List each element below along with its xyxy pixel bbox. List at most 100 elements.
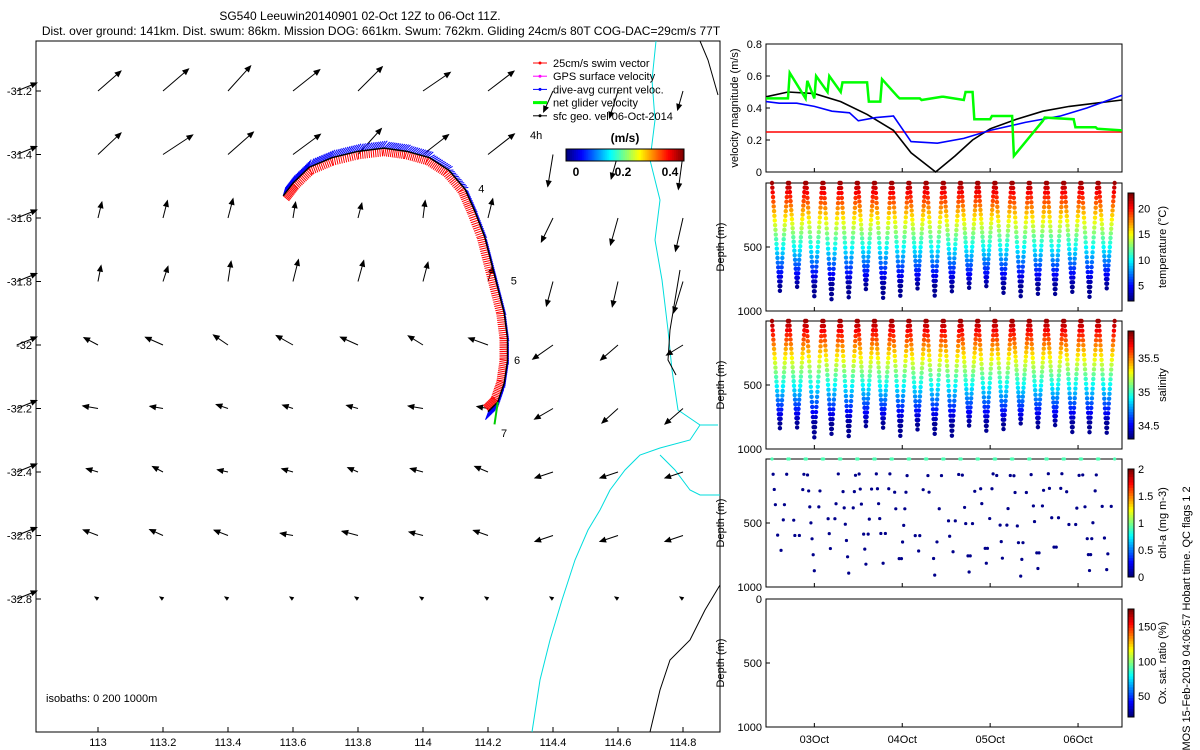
chla-sample [856, 457, 860, 461]
salinity-colorbar-cell [1128, 368, 1134, 372]
salinity-sample [984, 428, 989, 433]
salinity-sample [823, 348, 828, 353]
temperature-sample [1080, 190, 1085, 196]
chla-sample [957, 472, 961, 477]
salinity-sample [947, 398, 952, 403]
salinity-sample [855, 318, 861, 324]
salinity-sample [984, 418, 990, 424]
chla-sample [771, 472, 775, 476]
salinity-sample [954, 368, 959, 374]
chla-colorbar-cell [1128, 509, 1134, 513]
temperature-colorbar-cell [1128, 287, 1134, 291]
temperature-sample [928, 229, 933, 235]
salinity-sample [834, 353, 840, 358]
temperature-sample [829, 296, 834, 302]
temperature-sample [978, 207, 983, 213]
chla-ytick-label: 500 [744, 518, 762, 530]
chla-sample [953, 519, 957, 523]
temperature-sample [1071, 275, 1076, 280]
geo-velocity-vector [346, 467, 359, 473]
temperature-sample [1100, 226, 1105, 231]
colorbar-cell [567, 149, 571, 161]
salinity-sample [1045, 327, 1051, 333]
temperature-sample [895, 254, 900, 259]
temperature-sample [970, 240, 975, 245]
colorbar-cell [630, 149, 634, 161]
temperature-sample [997, 238, 1002, 243]
current-vector [398, 143, 406, 151]
salinity-sample [998, 384, 1003, 389]
salinity-sample [773, 365, 778, 370]
temperature-sample [1056, 248, 1061, 253]
geo-velocity-vector [279, 531, 294, 538]
swim-vector [457, 188, 466, 193]
chla-sample [1019, 574, 1023, 578]
salinity-sample [1067, 386, 1072, 391]
swim-vector [443, 171, 451, 178]
temperature-sample [1074, 228, 1079, 233]
temperature-colorbar-cell [1128, 209, 1134, 213]
salinity-sample [1105, 411, 1111, 416]
salinity-sample [848, 408, 853, 414]
swim-vector [385, 148, 389, 157]
swim-vector [377, 148, 379, 157]
swim-vector [455, 185, 463, 192]
temperature-sample [966, 285, 972, 291]
temperature-sample [826, 256, 831, 261]
temperature-sample [801, 194, 807, 199]
geo-velocity-vector [672, 281, 684, 314]
salinity-sample [1011, 336, 1017, 342]
geo-velocity-vector [487, 70, 516, 92]
temperature-sample [867, 236, 872, 241]
salinity-sample [1046, 332, 1051, 337]
temperature-sample [1039, 243, 1044, 248]
temperature-sample [1024, 215, 1029, 220]
map-xtick-label: 113.6 [280, 737, 307, 749]
temperature-sample [830, 276, 836, 282]
swim-vector [476, 236, 485, 240]
salinity-sample [930, 397, 935, 402]
temperature-sample [821, 185, 827, 191]
temperature-sample [990, 194, 996, 199]
oxygen-colorbar-tick: 100 [1138, 656, 1156, 668]
salinity-sample [1011, 332, 1017, 337]
salinity-sample [864, 410, 870, 415]
current-vector [344, 146, 351, 155]
salinity-sample [874, 337, 879, 342]
temperature-sample [988, 230, 993, 235]
temperature-sample [1107, 240, 1113, 245]
salinity-sample [1023, 354, 1029, 359]
salinity-sample [867, 373, 872, 379]
salinity-sample [1079, 323, 1085, 329]
salinity-sample [865, 405, 870, 411]
temperature-sample [801, 198, 806, 204]
temperature-sample [1010, 180, 1015, 186]
salinity-sample [930, 407, 936, 412]
temperature-sample [792, 253, 797, 258]
oxygen-colorbar-cell [1128, 708, 1134, 713]
temperature-sample [954, 223, 959, 228]
salinity-sample [910, 361, 915, 366]
swim-vector [496, 314, 505, 317]
salinity-sample [970, 382, 975, 387]
chla-sample [874, 472, 878, 476]
colorbar-cell [619, 149, 622, 161]
salinity-sample [982, 404, 987, 410]
salinity-sample [795, 420, 800, 425]
salinity-sample [1105, 415, 1110, 421]
salinity-sample [1059, 336, 1064, 342]
temperature-sample [805, 205, 811, 210]
salinity-sample [796, 402, 802, 407]
temperature-sample [818, 200, 824, 205]
temperature-colorbar-tick: 15 [1138, 229, 1150, 241]
salinity-sample [815, 384, 820, 389]
colorbar-cell [628, 149, 632, 161]
salinity-sample [945, 368, 950, 374]
oxygen-colorbar-frame [1127, 608, 1135, 718]
temperature-sample [1074, 232, 1079, 238]
chla-sample [976, 457, 981, 461]
temperature-sample [1112, 185, 1117, 190]
salinity-sample [1111, 333, 1116, 338]
map-xtick-label: 114 [414, 737, 432, 749]
chla-sample [1011, 457, 1015, 461]
